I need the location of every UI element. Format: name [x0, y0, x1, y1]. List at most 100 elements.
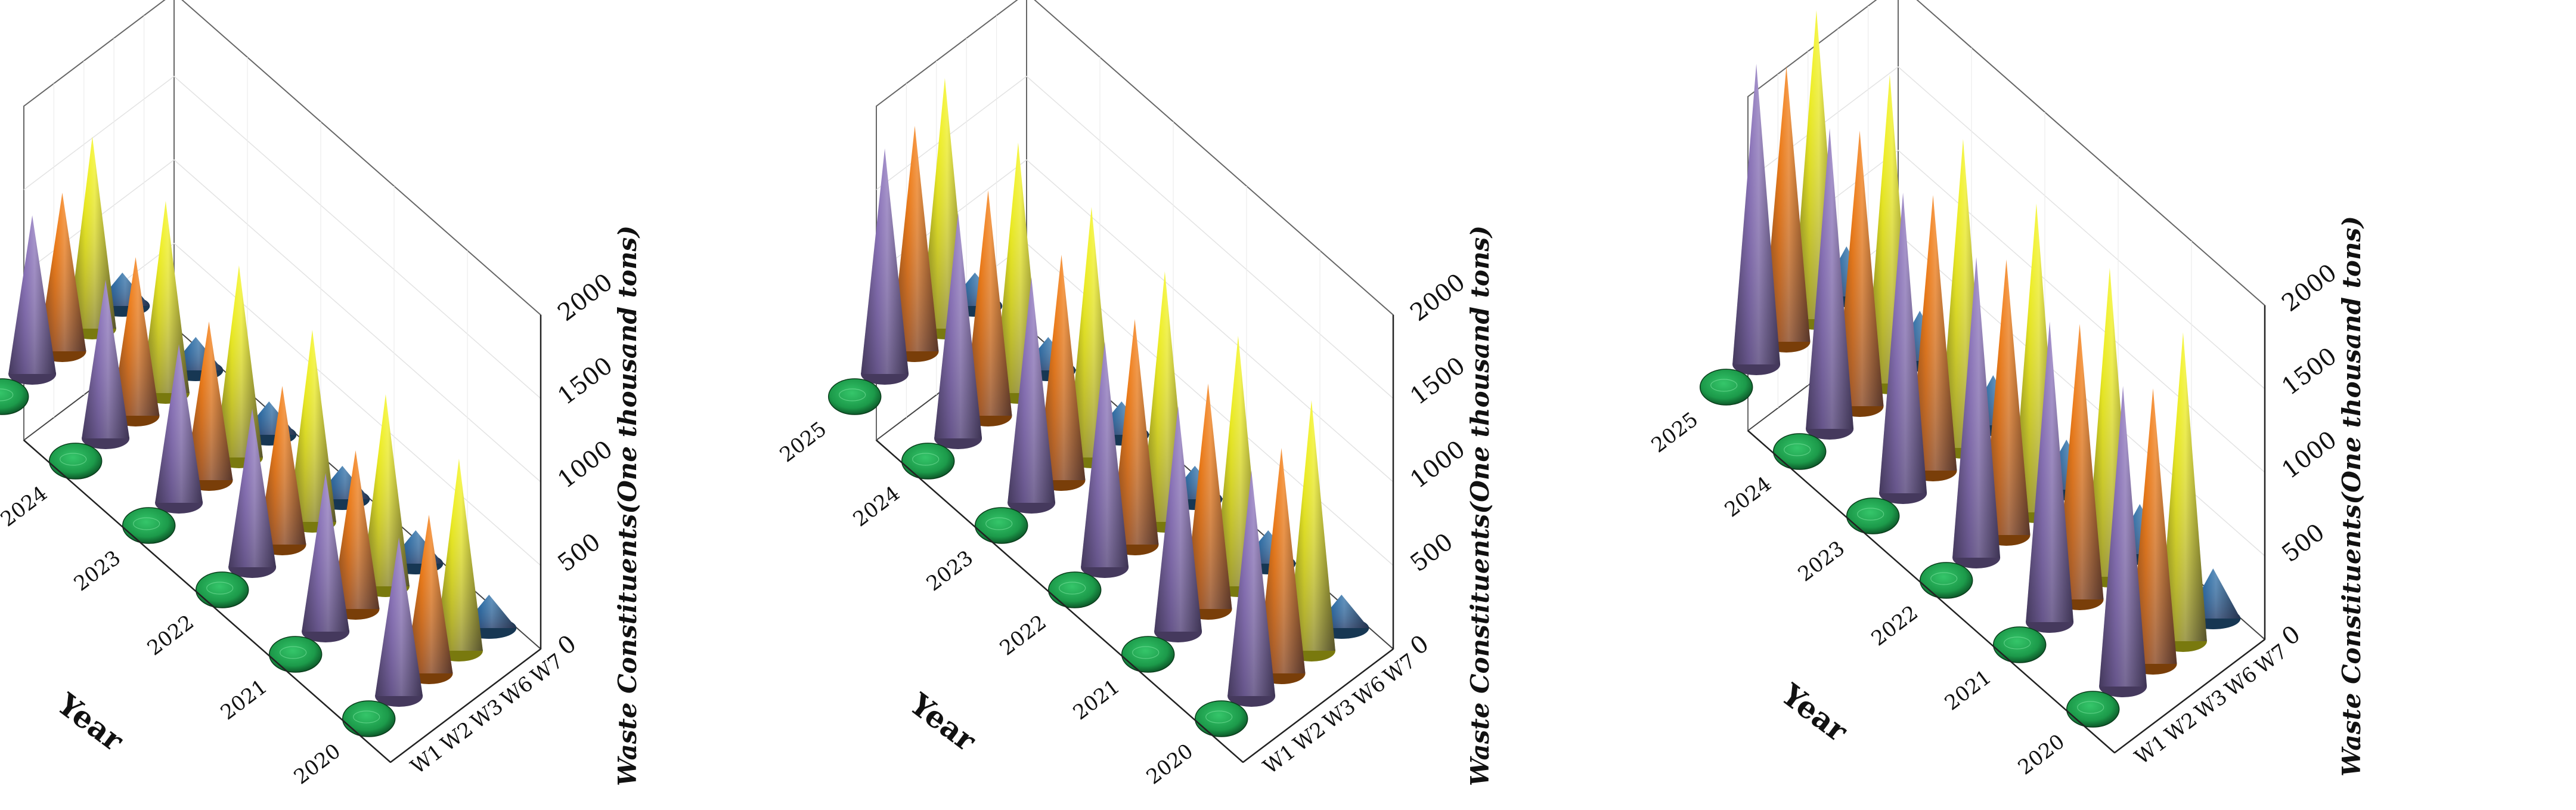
disk-marker-W1-2025	[827, 378, 882, 415]
x-axis-line	[2114, 639, 2265, 753]
y-tick-label: 2022	[996, 610, 1051, 660]
cone-shade-W6-2023	[215, 265, 263, 457]
cone-shade-W3-2023	[1037, 255, 1086, 480]
z-axis-title: Waste Constituents(One thousand tons)	[1465, 225, 1495, 786]
disk-highlight	[206, 582, 234, 595]
x-axis-line	[1242, 648, 1394, 763]
cone-shade-W2-2024	[82, 280, 130, 438]
disk-marker-W1-2024	[901, 443, 955, 480]
disk-highlight	[1710, 379, 1738, 392]
cone-shade-W3-2023	[185, 321, 233, 480]
z-tick-label: 1500	[2277, 342, 2342, 401]
z-tick-label: 500	[2277, 518, 2330, 568]
cone-shade-W6-2024	[141, 201, 190, 393]
disk-marker-W1-2020	[2066, 691, 2120, 728]
disk-marker-W1-2023	[122, 507, 176, 544]
cone-shade-W3-2022	[258, 386, 306, 545]
disk-highlight	[1132, 646, 1160, 659]
z-axis-title: Waste Constituents(One thousand tons)	[613, 225, 642, 786]
y-axis-line	[23, 440, 391, 763]
chart-panel-2: W1W2W3W6W7202020212022202320242025Year05…	[776, 0, 1495, 789]
cone-shade-W3-2022	[1111, 319, 1159, 545]
disk-highlight	[1857, 508, 1884, 521]
disk-highlight	[353, 710, 380, 724]
cone-shade-W3-2020	[2129, 388, 2177, 664]
disk-marker-W1-2025	[0, 378, 29, 415]
z-tick-label: 1500	[553, 352, 618, 410]
y-tick-label: 2023	[1794, 536, 1849, 586]
y-tick-label: 2021	[1069, 675, 1124, 725]
disk-highlight	[912, 453, 940, 466]
chart-panel-3: W1W2W3W6W7202020212022202320242025Year05…	[1647, 0, 2366, 780]
z-tick-label: 1000	[2277, 426, 2342, 484]
cone-shade-W2-2021	[302, 473, 350, 632]
cone-shade-W2-2022	[1081, 342, 1129, 567]
disk-highlight	[2077, 701, 2104, 714]
disk-marker-W1-2024	[1772, 433, 1827, 470]
z-tick-label: 2000	[2277, 259, 2342, 317]
z-tick-label: 1000	[1405, 435, 1470, 494]
y-tick-label: 2022	[1867, 601, 1923, 651]
cone-shade-W2-2021	[1154, 406, 1202, 632]
y-tick-label: 2025	[1647, 407, 1703, 457]
disk-marker-W1-2021	[1992, 626, 2047, 663]
y-axis-title: Year	[1774, 676, 1854, 749]
cone-shade-W2-2024	[1806, 128, 1854, 429]
z-tick-label: 1500	[1405, 352, 1470, 410]
y-tick-label: 2025	[776, 417, 831, 467]
disk-highlight	[1059, 582, 1086, 595]
y-tick-label: 2020	[2014, 729, 2069, 780]
disk-highlight	[280, 646, 307, 659]
disk-highlight	[985, 517, 1013, 530]
cone-shade-W2-2025	[8, 215, 57, 374]
cone-shade-W2-2025	[861, 149, 909, 374]
disk-marker-W1-2022	[1047, 571, 1102, 608]
y-tick-label: 2023	[922, 546, 978, 596]
z-tick-label: 500	[1405, 528, 1458, 577]
disk-marker-W1-2020	[1194, 700, 1248, 737]
cone-shade-W2-2020	[2099, 386, 2147, 687]
cone-shade-W2-2025	[1732, 64, 1781, 364]
cones	[1699, 10, 2241, 728]
y-tick-label: 2024	[849, 481, 904, 531]
cone-shade-W3-2024	[111, 257, 160, 416]
y-tick-label: 2024	[0, 481, 52, 531]
cone-shade-W2-2020	[1227, 471, 1276, 696]
cone-shade-W2-2023	[1879, 193, 1927, 493]
cone-shade-W3-2020	[405, 515, 453, 673]
disk-marker-W1-2021	[1121, 636, 1175, 673]
cone-shade-W3-2021	[1184, 384, 1232, 609]
cone-shade-W3-2024	[1836, 131, 1884, 406]
disk-highlight	[1930, 572, 1958, 585]
disk-marker-W1-2024	[48, 443, 103, 480]
z-tick-label: 500	[553, 528, 606, 577]
cones	[0, 137, 517, 737]
z-tick-label: 2000	[553, 268, 618, 327]
disk-marker-W1-2025	[1699, 369, 1753, 406]
y-tick-label: 2024	[1721, 472, 1776, 522]
cone-shade-W2-2023	[155, 344, 203, 503]
cone-shade-W6-2020	[2159, 332, 2207, 641]
cone-shade-W6-2021	[361, 394, 410, 586]
cone-shade-W2-2022	[228, 409, 277, 567]
cone-shade-W3-2022	[1982, 259, 2031, 535]
cone-shade-W6-2025	[68, 137, 116, 329]
x-axis-line	[390, 648, 541, 763]
z-tick-label: 1000	[553, 435, 618, 494]
y-axis-title: Year	[50, 686, 130, 758]
disk-highlight	[1784, 443, 1811, 456]
y-tick-label: 2021	[1940, 665, 1996, 715]
z-tick-label: 2000	[1405, 268, 1470, 327]
cone-shade-W3-2025	[38, 193, 86, 351]
cone-shade-W6-2020	[435, 459, 483, 651]
cone-shade-W3-2023	[1909, 195, 1957, 471]
disk-marker-W1-2022	[195, 571, 249, 608]
y-tick-label: 2023	[70, 546, 125, 596]
disk-highlight	[133, 517, 160, 530]
disk-highlight	[2004, 636, 2031, 650]
y-axis-title: Year	[903, 686, 982, 758]
cone-shade-W2-2024	[934, 213, 982, 438]
cone-shade-W3-2020	[1257, 448, 1306, 673]
y-axis-line	[1747, 430, 2115, 753]
